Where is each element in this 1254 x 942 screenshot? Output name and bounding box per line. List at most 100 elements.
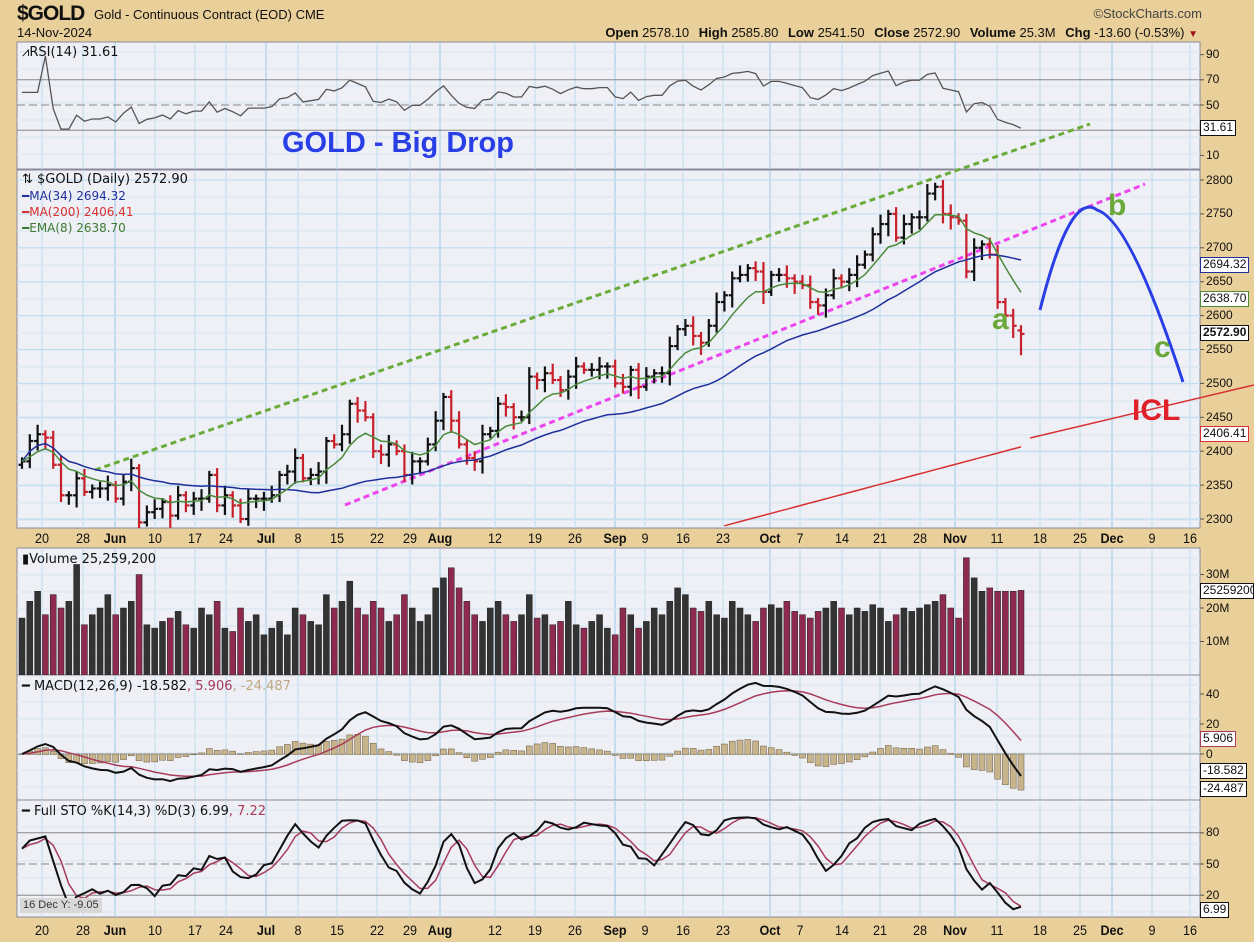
- volume-bar: [892, 614, 900, 675]
- volume-bar: [588, 621, 595, 675]
- macd-histogram-bar: [697, 749, 705, 755]
- price-axis-label: 2500: [1206, 375, 1233, 390]
- date-axis-label-bottom: Nov: [943, 922, 967, 938]
- instrument-description: Gold - Continuous Contract (EOD): [94, 7, 292, 22]
- volume-legend: ▮Volume 25,259,200: [22, 552, 156, 567]
- macd-histogram-bar: [167, 753, 174, 761]
- volume-bar: [877, 607, 884, 675]
- volume-bar: [487, 607, 494, 675]
- sto-d-line: [21, 817, 1022, 907]
- macd-histogram-bar: [221, 749, 229, 755]
- price-bar: [931, 182, 939, 201]
- date-axis-label-bottom: 15: [329, 922, 345, 938]
- rsi-line: [22, 55, 1022, 130]
- date-axis-label-bottom: 9: [1148, 922, 1156, 938]
- price-bar: [447, 390, 455, 433]
- volume-bar: [81, 624, 88, 675]
- volume-bar: [440, 577, 447, 675]
- volume-bar: [799, 614, 806, 675]
- date-axis-label-bottom: 19: [527, 922, 543, 938]
- cursor-tooltip: 16 Dec Y: -9.05: [20, 898, 102, 913]
- macd-hist-tag: -24.487: [1200, 781, 1247, 797]
- rsi-legend: ⩘RSI(14) 31.61: [22, 45, 119, 60]
- price-bar: [627, 365, 635, 397]
- date-axis-label-bottom: 12: [487, 922, 503, 938]
- date-axis-label-top: 16: [1182, 530, 1198, 546]
- price-bar: [845, 268, 853, 292]
- volume-bar: [57, 607, 65, 675]
- volume-bar: [635, 627, 642, 675]
- volume-bar: [18, 617, 26, 675]
- volume-bar: [830, 601, 837, 675]
- macd-histogram-bar: [846, 753, 853, 763]
- volume-bar: [744, 614, 752, 675]
- volume-bar: [963, 557, 970, 675]
- macd-histogram-bar: [213, 749, 221, 755]
- close-value: 2572.90: [913, 25, 961, 40]
- volume-bar: [643, 621, 650, 675]
- price-bar: [283, 464, 291, 485]
- price-axis-label: 2400: [1206, 443, 1233, 458]
- macd-histogram-bar: [565, 746, 572, 755]
- date-axis-label-bottom: 11: [990, 922, 1004, 938]
- date-axis-label-top: 23: [715, 530, 731, 546]
- price-bar: [580, 362, 588, 374]
- macd-histogram-bar: [393, 753, 400, 756]
- rsi-icon: ⩘: [22, 45, 30, 60]
- open-value: 2578.10: [642, 25, 690, 40]
- date-axis-label-top: 20: [34, 530, 50, 546]
- volume-bar: [861, 611, 869, 675]
- low-label: Low: [787, 25, 814, 40]
- volume-bar: [760, 607, 767, 675]
- price-bar: [486, 426, 494, 439]
- macd-histogram-bar: [448, 748, 455, 755]
- macd-histogram-bar: [861, 753, 869, 758]
- volume-bar: [924, 604, 931, 675]
- volume-bar: [260, 634, 268, 675]
- macd-signal-line: [21, 690, 1022, 778]
- date-axis-label-bottom: 28: [912, 922, 928, 938]
- volume-bar: [619, 607, 627, 675]
- date-axis-label-bottom: Dec: [1100, 922, 1124, 938]
- price-bar: [174, 485, 182, 520]
- volume-value-tag: 25259200: [1200, 583, 1254, 599]
- macd-histogram-bar: [143, 753, 151, 763]
- volume-bar: [143, 624, 151, 675]
- volume-bar: [650, 607, 658, 675]
- icl-projection-line: [1029, 384, 1254, 439]
- price-bar: [338, 424, 346, 452]
- lower-channel-trendline: [344, 182, 1146, 507]
- brand-link[interactable]: ©StockCharts.com: [1093, 6, 1202, 21]
- price-bar: [80, 468, 88, 496]
- volume-bar: [408, 607, 416, 675]
- macd-histogram-bar: [159, 753, 166, 761]
- date-axis-label-bottom: 7: [796, 922, 804, 938]
- volume-bar: [104, 594, 112, 675]
- date-axis-label-bottom: 29: [402, 922, 418, 938]
- date-axis-label-top: 7: [796, 530, 804, 546]
- macd-histogram-bar: [682, 747, 689, 755]
- date-axis-label-top: 21: [872, 530, 888, 546]
- macd-histogram-bar: [931, 745, 939, 755]
- price-bar: [455, 411, 463, 449]
- volume-bar: [463, 601, 471, 675]
- volume-bar: [455, 587, 463, 675]
- volume-bar: [182, 624, 190, 675]
- volume-bar: [518, 614, 525, 675]
- rsi-axis-label: 10: [1206, 147, 1220, 162]
- volume-bar: [167, 617, 174, 675]
- macd-histogram-bar: [963, 753, 970, 768]
- macd-histogram-bar: [471, 753, 478, 762]
- macd-histogram-bar: [783, 751, 791, 755]
- ma34-value-tag: 2694.32: [1200, 257, 1250, 273]
- instrument-name: Gold - Continuous Contract (EOD) CME: [94, 7, 324, 22]
- price-bar: [361, 401, 369, 422]
- price-axis-label: 2550: [1206, 342, 1233, 356]
- date-axis-label-top: Oct: [759, 530, 781, 546]
- macd-histogram-bar: [369, 742, 377, 755]
- volume-bar: [674, 587, 681, 675]
- macd-histogram-bar: [81, 753, 88, 765]
- date-axis-label-top: Jun: [103, 530, 127, 546]
- date-axis-label-top: 15: [329, 530, 345, 546]
